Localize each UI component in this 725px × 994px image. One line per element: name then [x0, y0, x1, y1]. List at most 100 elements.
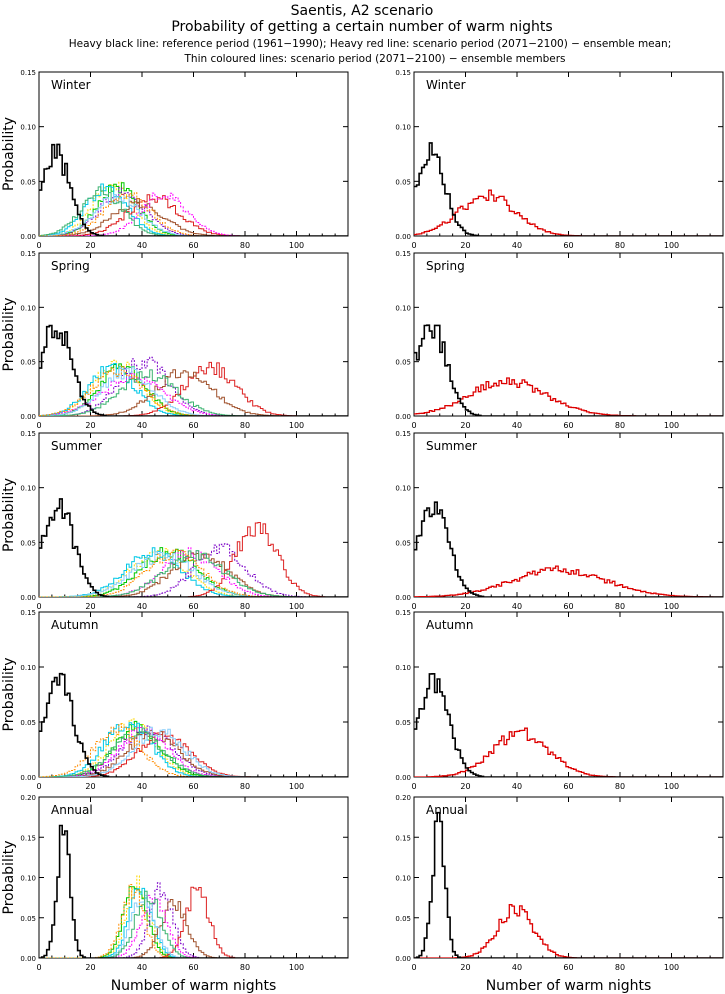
panel-annual-ensemble-mean-xtick-label: 0 — [411, 963, 416, 972]
panel-summer-ensemble-mean-xtick-label: 60 — [563, 602, 573, 611]
panel-annual-ensemble-members-xtick-label: 20 — [85, 963, 95, 972]
panel-autumn-ensemble-members-member-line-8 — [39, 726, 348, 777]
panel-annual-ensemble-members-ytick-label: 0.00 — [20, 955, 36, 963]
panel-spring-ensemble-mean-series-group — [414, 324, 723, 416]
panel-autumn-ensemble-mean-xtick-label: 100 — [664, 782, 679, 791]
panel-spring-ensemble-members-member-line-4 — [39, 356, 348, 416]
panel-spring-ensemble-members-ylabel: Probability — [1, 297, 17, 371]
panel-annual-ensemble-members-member-line-5 — [39, 886, 348, 958]
panel-annual-ensemble-mean-xtick-label: 100 — [664, 963, 679, 972]
panel-annual-ensemble-members-member-line-10 — [39, 884, 348, 958]
panel-spring-ensemble-mean-ytick-label: 0.00 — [395, 413, 411, 421]
panel-spring-ensemble-members-ytick-label: 0.05 — [20, 359, 36, 367]
panel-autumn-ensemble-mean-xtick-label: 0 — [411, 782, 416, 791]
panel-annual-ensemble-mean-xtick-label: 60 — [563, 963, 573, 972]
panel-winter-ensemble-mean-xtick-label: 0 — [411, 241, 416, 250]
panel-annual-ensemble-mean-series-group — [414, 811, 723, 958]
panel-spring-ensemble-members-member-line-5 — [39, 361, 348, 416]
panel-winter-ensemble-mean-xtick-label: 20 — [460, 241, 470, 250]
panel-winter-ensemble-members-member-line-9 — [39, 186, 348, 236]
panel-spring-ensemble-members-season-label: Spring — [51, 259, 90, 273]
panel-spring-ensemble-members-member-line-1 — [39, 359, 348, 416]
panel-spring-ensemble-members-xtick-label: 60 — [188, 421, 198, 430]
panel-annual-ensemble-mean-ytick-label: 0.15 — [395, 834, 411, 842]
panel-winter-ensemble-members-frame — [38, 71, 349, 237]
panel-winter-ensemble-members-reference-line — [39, 143, 348, 236]
panel-annual-ensemble-members-series-group — [39, 824, 348, 958]
panel-winter-ensemble-members: 0 20 40 60 80 100 0.00 0.05 0.10 0.15 Winter Probab… — [1, 69, 349, 250]
panel-summer-ensemble-mean-ytick-label: 0.05 — [395, 539, 411, 547]
panel-spring-ensemble-members-reference-line — [39, 324, 348, 416]
panel-winter-ensemble-members-member-line-3 — [39, 183, 348, 236]
panel-annual-ensemble-members-reference-line — [39, 824, 348, 958]
panel-summer-ensemble-members-frame — [38, 432, 349, 598]
panel-winter-ensemble-mean-xtick-label: 100 — [664, 241, 679, 250]
panel-winter-ensemble-members-ytick-label: 0.05 — [20, 178, 36, 186]
panel-annual-ensemble-members-frame — [38, 796, 349, 959]
panel-autumn-ensemble-mean-season-label: Autumn — [426, 618, 473, 632]
panel-autumn-ensemble-members-member-line-2 — [39, 720, 348, 777]
panel-winter-ensemble-mean-ytick-label: 0.15 — [395, 69, 411, 77]
panel-annual-ensemble-mean-xtick-label: 40 — [512, 963, 522, 972]
panel-autumn-ensemble-mean-series-group — [414, 673, 723, 777]
panel-autumn-ensemble-members-xtick-label: 80 — [240, 782, 250, 791]
panel-autumn-ensemble-members-ytick-label: 0.15 — [20, 609, 36, 617]
panel-autumn-ensemble-members-member-line-10 — [39, 723, 348, 777]
panel-winter-ensemble-members-member-line-10 — [39, 192, 348, 236]
panel-summer-ensemble-mean-season-label: Summer — [426, 439, 477, 453]
panel-annual-ensemble-members-ytick-label: 0.15 — [20, 834, 36, 842]
panel-summer-ensemble-members-series-group — [39, 498, 348, 597]
panel-annual-ensemble-mean-xtick-label: 80 — [615, 963, 625, 972]
panel-spring-ensemble-mean-frame — [413, 252, 724, 417]
panel-winter-ensemble-members-xtick-label: 100 — [289, 241, 304, 250]
panel-summer-ensemble-members-ytick-label: 0.10 — [20, 485, 36, 493]
panel-winter-ensemble-mean-reference-line — [414, 142, 723, 236]
panel-autumn-ensemble-mean-ytick-label: 0.05 — [395, 719, 411, 727]
panel-winter-ensemble-mean: 0 20 40 60 80 100 0.00 0.05 0.10 0.15 Winter — [395, 69, 724, 250]
panel-winter-ensemble-mean-xtick-label: 40 — [512, 241, 522, 250]
panel-summer-ensemble-members-ytick-label: 0.15 — [20, 430, 36, 438]
panel-autumn-ensemble-mean-xtick-label: 80 — [615, 782, 625, 791]
panel-winter-ensemble-members-season-label: Winter — [51, 78, 91, 92]
panel-spring-ensemble-mean-season-label: Spring — [426, 259, 465, 273]
panel-summer-ensemble-members-xtick-label: 100 — [289, 602, 304, 611]
panel-winter-ensemble-members-xtick-label: 80 — [240, 241, 250, 250]
figure-title: Saentis, A2 scenario — [291, 3, 434, 19]
panel-summer-ensemble-mean-ensemble-mean-line — [414, 565, 723, 597]
panel-summer-ensemble-mean-ytick-label: 0.10 — [395, 485, 411, 493]
panel-summer-ensemble-mean-xtick-label: 100 — [664, 602, 679, 611]
panel-autumn-ensemble-members-member-line-7 — [39, 727, 348, 777]
panel-annual-ensemble-members-xtick-label: 80 — [240, 963, 250, 972]
panel-winter-ensemble-members-xtick-label: 60 — [188, 241, 198, 250]
panel-spring-ensemble-members-ytick-label: 0.00 — [20, 413, 36, 421]
panel-autumn-ensemble-mean-ensemble-mean-line — [414, 727, 723, 777]
figure-caption-line1: Heavy black line: reference period (1961… — [69, 38, 672, 50]
figure-subtitle: Probability of getting a certain number … — [171, 19, 552, 35]
panel-autumn-ensemble-members-xtick-label: 0 — [36, 782, 41, 791]
panel-spring-ensemble-members-member-line-9 — [39, 369, 348, 416]
panel-autumn-ensemble-mean-xtick-label: 40 — [512, 782, 522, 791]
panel-spring-ensemble-mean-xtick-label: 20 — [460, 421, 470, 430]
panel-annual-ensemble-members: 0 20 40 60 80 100 0.00 0.05 0.10 0.15 0.20 Annual Pr… — [1, 794, 349, 994]
panel-annual-ensemble-members-ytick-label: 0.20 — [20, 794, 36, 802]
panel-summer-ensemble-mean-xtick-label: 20 — [460, 602, 470, 611]
panel-autumn-ensemble-members: 0 20 40 60 80 100 0.00 0.05 0.10 0.15 Autumn Probab… — [1, 609, 349, 791]
panel-autumn-ensemble-mean-ytick-label: 0.10 — [395, 664, 411, 672]
panel-winter-ensemble-members-xtick-label: 0 — [36, 241, 41, 250]
panel-spring-ensemble-mean-xtick-label: 0 — [411, 421, 416, 430]
panel-winter-ensemble-mean-ytick-label: 0.00 — [395, 233, 411, 241]
panel-spring-ensemble-members-ytick-label: 0.10 — [20, 304, 36, 312]
panel-annual-ensemble-mean-season-label: Annual — [426, 803, 468, 817]
panel-annual-ensemble-mean-frame — [413, 796, 724, 959]
panel-summer-ensemble-members-xtick-label: 60 — [188, 602, 198, 611]
panel-winter-ensemble-mean-ytick-label: 0.05 — [395, 178, 411, 186]
panel-winter-ensemble-members-xtick-label: 20 — [85, 241, 95, 250]
panel-summer-ensemble-members-ytick-label: 0.05 — [20, 539, 36, 547]
panel-autumn-ensemble-mean: 0 20 40 60 80 100 0.00 0.05 0.10 0.15 Autumn — [395, 609, 724, 791]
panel-spring-ensemble-mean-ytick-label: 0.15 — [395, 250, 411, 258]
panel-winter-ensemble-members-ylabel: Probability — [1, 117, 17, 191]
panel-summer-ensemble-members-xtick-label: 20 — [85, 602, 95, 611]
panel-spring-ensemble-mean-ytick-label: 0.10 — [395, 304, 411, 312]
panel-annual-ensemble-members-ytick-label: 0.10 — [20, 875, 36, 883]
